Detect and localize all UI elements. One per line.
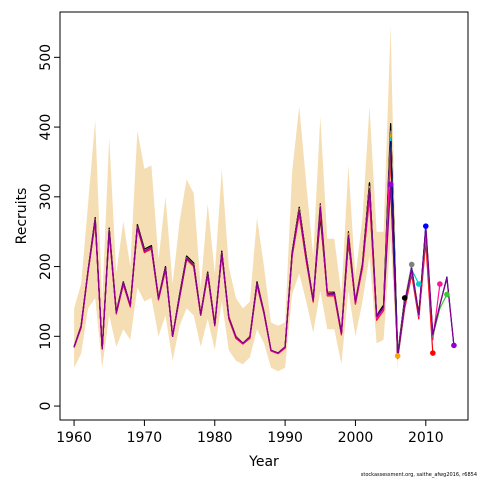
endpoint-marker-2009 <box>415 281 422 287</box>
footnote: stockassessment.org, saithe_afwg2016, r6… <box>360 472 477 478</box>
y-axis-label: Recruits <box>14 188 30 245</box>
x-tick-label: 2010 <box>408 430 444 446</box>
retro-lines <box>390 123 455 360</box>
endpoint-marker-2012 <box>437 281 443 287</box>
y-tick-label: 0 <box>38 402 54 411</box>
endpoint-marker-2014 <box>451 342 457 349</box>
plot-frame <box>59 11 469 421</box>
retro-line-7 <box>390 144 448 358</box>
confidence-band <box>74 25 398 372</box>
endpoint-marker-2011 <box>430 350 436 356</box>
x-tick-label: 1990 <box>267 430 303 446</box>
y-tick-label: 400 <box>38 114 54 141</box>
endpoint-marker-2006 <box>394 353 401 359</box>
x-axis-label: Year <box>248 454 279 470</box>
endpoint-marker-2013 <box>444 291 450 298</box>
x-axis: 1960 1970 1980 1990 2000 2010 <box>56 419 444 446</box>
y-axis: 0 100 200 300 400 500 <box>38 44 60 411</box>
y-tick-label: 500 <box>38 44 54 71</box>
y-tick-label: 200 <box>38 253 54 280</box>
series-lines <box>73 122 399 359</box>
y-tick-label: 100 <box>38 323 54 350</box>
x-tick-label: 1970 <box>127 430 163 446</box>
x-tick-label: 2000 <box>338 430 374 446</box>
retro-line-8 <box>390 140 455 358</box>
endpoint-marker-2008 <box>408 261 415 268</box>
endpoint-markers <box>387 181 457 359</box>
series-line-7 <box>73 183 399 357</box>
endpoint-marker-2005 <box>387 181 394 188</box>
x-tick-label: 1960 <box>56 430 92 446</box>
y-tick-label: 300 <box>38 183 54 210</box>
endpoint-marker-2010 <box>422 223 429 229</box>
retro-line-9 <box>390 184 455 358</box>
confidence-band-area <box>74 25 398 372</box>
endpoint-marker-2007 <box>401 295 408 301</box>
x-tick-label: 1980 <box>197 430 233 446</box>
